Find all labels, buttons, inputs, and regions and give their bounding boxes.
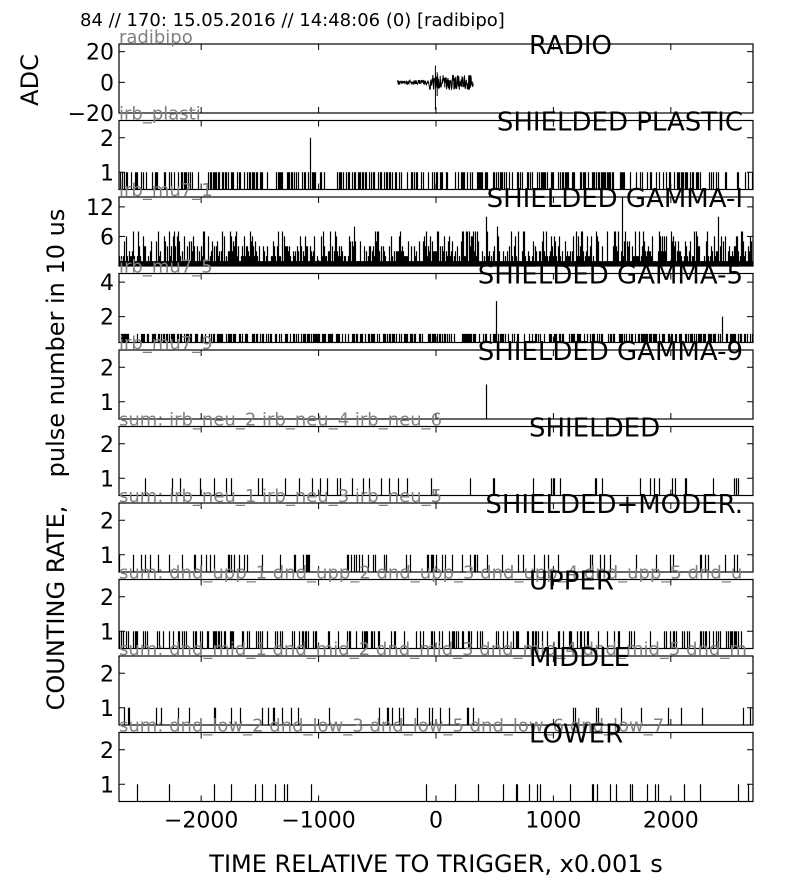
y-tick-label: 2 (100, 306, 114, 331)
y-tick-label: 1 (100, 544, 114, 569)
data-series (136, 784, 750, 802)
x-tick-label: 2000 (643, 809, 699, 834)
panel-title: UPPER (529, 567, 614, 597)
y-axis-label-rate: COUNTING RATE, (42, 506, 70, 711)
data-series (144, 478, 740, 496)
panel-title: RADIO (529, 31, 612, 61)
plot-frame (118, 272, 754, 344)
y-tick-label: 6 (100, 225, 114, 250)
panel-shielded: 2 1 sum: irb_neu_2 irb_neu_4 irb_neu_6 SHIE… (100, 410, 754, 497)
waveform-line (396, 65, 474, 110)
panel-source: irb_mu7_1 (119, 180, 213, 201)
panel-shielded-gamma-i: 12 6 irb_mu7_1 SHIELDED GAMMA-I (86, 180, 754, 267)
tick-marks (119, 579, 753, 649)
panels: 20 0 −20 radibipo RADIO 2 1 irb_plasti SHIELDED … (68, 27, 754, 803)
tick-marks (119, 273, 753, 343)
panel-title: SHIELDED PLASTIC (497, 108, 743, 138)
pulse-bars (136, 784, 750, 802)
y-tick-label: 2 (100, 509, 114, 534)
y-tick-label: −20 (68, 102, 114, 127)
pulse-bars (123, 707, 752, 725)
data-series (119, 631, 743, 649)
panel-shielded-gamma-9: 2 1 irb_mu7_9 SHIELDED GAMMA-9 (100, 333, 754, 420)
x-tick-label: −1000 (281, 809, 355, 834)
tick-marks (119, 426, 753, 496)
figure-header: 84 // 170: 15.05.2016 // 14:48:06 (0) [r… (80, 10, 505, 31)
panel-source: sum: dnd_low_2 dnd_low_3 dnd_low_5 dnd_l… (119, 716, 664, 737)
x-axis-ticks: −2000 −1000 0 1000 2000 (164, 809, 699, 834)
y-axis-label-pulse: pulse number in 10 us (42, 209, 70, 478)
y-tick-label: 2 (100, 739, 114, 764)
y-tick-label: 1 (100, 620, 114, 645)
panel-shielded-gamma-5: 4 2 irb_mu7_5 SHIELDED GAMMA-5 (100, 257, 754, 344)
panel-title: SHIELDED GAMMA-9 (478, 337, 743, 367)
pulse-bars (119, 631, 743, 649)
y-tick-label: 1 (100, 773, 114, 798)
panel-source: sum: irb_neu_2 irb_neu_4 irb_neu_6 (119, 410, 442, 431)
panel-source: radibipo (119, 27, 193, 48)
panel-radio: 20 0 −20 radibipo RADIO (68, 27, 754, 127)
data-series (123, 707, 752, 725)
tick-marks (119, 44, 753, 114)
panel-shielded-moder: 2 1 sum: irb_neu_1 irb_neu_3 irb_neu_5 SHIE… (100, 486, 754, 573)
tick-marks (119, 503, 753, 572)
data-series (120, 301, 753, 343)
plot-frame (118, 655, 754, 726)
plot-frame (118, 349, 754, 420)
y-tick-label: 2 (100, 127, 114, 152)
y-axis-label-adc: ADC (16, 54, 44, 106)
y-tick-label: 12 (86, 196, 114, 221)
y-tick-label: 4 (100, 271, 114, 296)
plot-frame (118, 425, 754, 497)
x-tick-label: 0 (429, 809, 443, 834)
panel-shielded-plastic: 2 1 irb_plasti SHIELDED PLASTIC (100, 104, 754, 191)
tick-marks (119, 197, 753, 266)
tick-marks (119, 350, 753, 419)
panel-source: irb_mu7_9 (119, 333, 213, 354)
y-tick-label: 2 (100, 433, 114, 458)
tick-marks (119, 120, 753, 190)
panel-source: irb_plasti (119, 104, 201, 125)
panel-title: MIDDLE (529, 643, 630, 673)
panel-title: LOWER (529, 720, 623, 750)
panel-lower: 2 1 sum: dnd_low_2 dnd_low_3 dnd_low_5 dnd… (100, 716, 754, 803)
y-tick-label: 2 (100, 586, 114, 611)
data-series (119, 197, 753, 266)
data-series (119, 137, 753, 190)
panel-title: SHIELDED (529, 414, 660, 444)
panel-middle: 2 1 sum: dnd_mid_1 dnd_mid_2 dnd_mid_3 dnd… (100, 639, 754, 726)
pulse-bars (119, 554, 739, 572)
data-series (396, 65, 474, 110)
y-tick-label: 1 (100, 467, 114, 492)
panel-title: SHIELDED GAMMA-I (487, 184, 743, 214)
panel-title: SHIELDED GAMMA-5 (478, 261, 743, 291)
panel-title: SHIELDED+MODER. (485, 490, 743, 520)
tick-marks (119, 732, 753, 802)
panel-source: sum: irb_neu_1 irb_neu_3 irb_neu_5 (119, 486, 442, 507)
panel-source: sum: dnd_upp_1 dnd_upp_2 dnd_upp_3 dnd_u… (119, 563, 742, 584)
x-tick-label: −2000 (164, 809, 238, 834)
y-tick-label: 1 (100, 161, 114, 186)
panel-source: sum: dnd_mid_1 dnd_mid_2 dnd_mid_3 dnd_m… (119, 639, 747, 660)
pulse-bars (119, 137, 753, 190)
panel-source: irb_mu7_5 (119, 257, 213, 278)
pulse-bars (120, 301, 753, 343)
pulse-bars (119, 197, 753, 266)
y-tick-label: 2 (100, 356, 114, 381)
x-axis-label: TIME RELATIVE TO TRIGGER, x0.001 s (208, 850, 662, 878)
y-tick-label: 0 (100, 71, 114, 96)
y-tick-label: 1 (100, 697, 114, 722)
tick-marks (119, 656, 753, 725)
panel-upper: 2 1 sum: dnd_upp_1 dnd_upp_2 dnd_upp_3 dnd… (100, 563, 754, 650)
y-tick-label: 20 (86, 41, 114, 66)
x-tick-label: 1000 (525, 809, 581, 834)
y-tick-label: 1 (100, 391, 114, 416)
pulse-bars (144, 478, 740, 496)
y-tick-label: 2 (100, 662, 114, 687)
data-series (119, 554, 739, 572)
